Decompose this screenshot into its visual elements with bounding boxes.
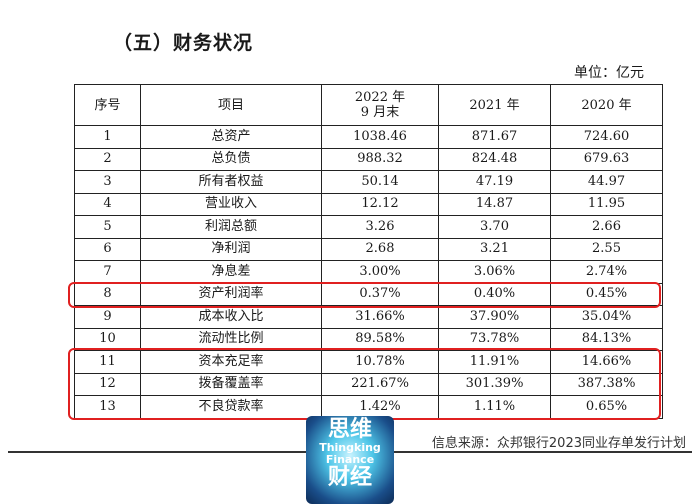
table-cell: 9 (74, 305, 141, 329)
table-cell: 3.00% (321, 260, 439, 284)
table-cell: 0.65% (550, 395, 663, 419)
table-cell: 7 (74, 260, 141, 284)
thingking-finance-logo: 思维 Thingking Finance 财经 (306, 416, 394, 504)
table-row: 8 资产利润率 0.37% 0.40% 0.45% (74, 282, 663, 306)
column-header: 序号 (74, 84, 141, 126)
table-cell: 1.42% (321, 395, 439, 419)
table-row: 12 拨备覆盖率 221.67% 301.39% 387.38% (74, 372, 663, 396)
table-cell: 44.97 (550, 170, 663, 194)
highlight-box-roa (68, 282, 661, 308)
table-cell: 679.63 (550, 147, 663, 171)
source-note: 信息来源：众邦银行2023同业存单发行计划 (425, 432, 686, 451)
table-cell: 2.68 (321, 237, 439, 261)
column-header: 2020 年 (550, 84, 663, 126)
table-cell: 31.66% (321, 305, 439, 329)
table-cell: 2.66 (550, 215, 663, 239)
table-cell: 5 (74, 215, 141, 239)
logo-line-1: 思维 (327, 417, 372, 442)
table-row: 7 净息差 3.00% 3.06% 2.74% (74, 260, 663, 284)
table-cell: 0.45% (550, 282, 663, 306)
table-row: 6 净利润 2.68 3.21 2.55 (74, 237, 663, 261)
table-cell: 84.13% (550, 327, 663, 351)
table-cell: 成本收入比 (140, 305, 322, 329)
table-cell: 总负债 (140, 147, 322, 171)
table-cell: 12.12 (321, 192, 439, 216)
table-cell: 14.87 (438, 192, 551, 216)
table-cell: 13 (74, 395, 141, 419)
column-header: 2021 年 (438, 84, 551, 126)
table-cell: 89.58% (321, 327, 439, 351)
table-row: 10 流动性比例 89.58% 73.78% 84.13% (74, 327, 663, 351)
table-row: 3 所有者权益 50.14 47.19 44.97 (74, 170, 663, 194)
table-cell: 3.21 (438, 237, 551, 261)
table-cell: 3.06% (438, 260, 551, 284)
table-row: 5 利润总额 3.26 3.70 2.66 (74, 215, 663, 239)
table-cell: 10.78% (321, 350, 439, 374)
table-cell: 2.55 (550, 237, 663, 261)
table-cell: 2 (74, 147, 141, 171)
table-cell: 1.11% (438, 395, 551, 419)
table-row: 9 成本收入比 31.66% 37.90% 35.04% (74, 305, 663, 329)
table-cell: 824.48 (438, 147, 551, 171)
table-cell: 37.90% (438, 305, 551, 329)
table-cell: 221.67% (321, 372, 439, 396)
column-header: 项目 (140, 84, 322, 126)
table-cell: 1038.46 (321, 125, 439, 149)
highlight-box-capital-ratios (68, 348, 661, 420)
table-cell: 6 (74, 237, 141, 261)
table-cell: 47.19 (438, 170, 551, 194)
table-cell: 0.37% (321, 282, 439, 306)
table-cell: 35.04% (550, 305, 663, 329)
table-cell: 3.70 (438, 215, 551, 239)
table-cell: 871.67 (438, 125, 551, 149)
table-cell: 4 (74, 192, 141, 216)
table-cell: 2.74% (550, 260, 663, 284)
table-cell: 11.91% (438, 350, 551, 374)
table-cell: 总资产 (140, 125, 322, 149)
table-cell: 所有者权益 (140, 170, 322, 194)
table-row: 4 营业收入 12.12 14.87 11.95 (74, 192, 663, 216)
table-row: 1 总资产 1038.46 871.67 724.60 (74, 125, 663, 149)
table-row: 11 资本充足率 10.78% 11.91% 14.66% (74, 350, 663, 374)
table-cell: 0.40% (438, 282, 551, 306)
table-cell: 1 (74, 125, 141, 149)
table-cell: 50.14 (321, 170, 439, 194)
logo-line-2: Thingking (319, 441, 381, 454)
table-cell: 资本充足率 (140, 350, 322, 374)
table-cell: 11.95 (550, 192, 663, 216)
table-cell: 净息差 (140, 260, 322, 284)
table-cell: 营业收入 (140, 192, 322, 216)
section-title: （五）财务状况 (113, 32, 254, 54)
table-row: 13 不良贷款率 1.42% 1.11% 0.65% (74, 395, 663, 419)
table-row: 2 总负债 988.32 824.48 679.63 (74, 147, 663, 171)
table-cell: 3.26 (321, 215, 439, 239)
table-cell: 988.32 (321, 147, 439, 171)
table-cell: 拨备覆盖率 (140, 372, 322, 396)
table-cell: 724.60 (550, 125, 663, 149)
logo-line-3: Finance (325, 453, 375, 466)
table-cell: 利润总额 (140, 215, 322, 239)
table-cell: 净利润 (140, 237, 322, 261)
table-cell: 3 (74, 170, 141, 194)
logo-line-4: 财经 (327, 465, 372, 490)
table-body: 1 总资产 1038.46 871.67 724.60 2 总负债 988.32 824.48 6… (74, 125, 663, 419)
unit-label: 单位：亿元 (574, 65, 644, 81)
